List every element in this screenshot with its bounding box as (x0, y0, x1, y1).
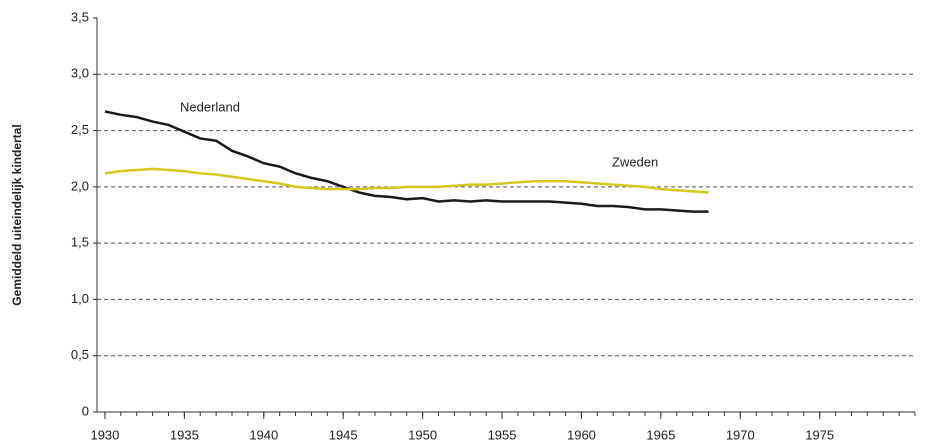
y-tick-label: 3,5 (71, 9, 89, 24)
series-label: Nederland (180, 99, 240, 114)
y-tick-label: 0,5 (71, 347, 89, 362)
y-tick-label: 0 (82, 403, 89, 418)
x-tick-label: 1965 (646, 427, 675, 442)
x-tick-label: 1930 (90, 427, 119, 442)
y-axis-label: Gemiddeld uiteindelijk kindertal (10, 124, 24, 305)
y-tick-label: 1,5 (71, 235, 89, 250)
line (104, 110, 709, 213)
y-tick-label: 2,5 (71, 122, 89, 137)
x-tick-label: 1950 (408, 427, 437, 442)
x-tick-label: 1970 (726, 427, 755, 442)
line (104, 167, 709, 194)
x-tick-label: 1955 (488, 427, 517, 442)
x-tick-label: 1940 (249, 427, 278, 442)
y-tick-label: 3,0 (71, 66, 89, 81)
x-tick-label: 1945 (329, 427, 358, 442)
y-tick-label: 2,0 (71, 178, 89, 193)
x-tick-label: 1975 (805, 427, 834, 442)
series-label: Zweden (612, 154, 658, 169)
x-tick-label: 1960 (567, 427, 596, 442)
y-tick-label: 1,0 (71, 291, 89, 306)
x-tick-label: 1935 (170, 427, 199, 442)
